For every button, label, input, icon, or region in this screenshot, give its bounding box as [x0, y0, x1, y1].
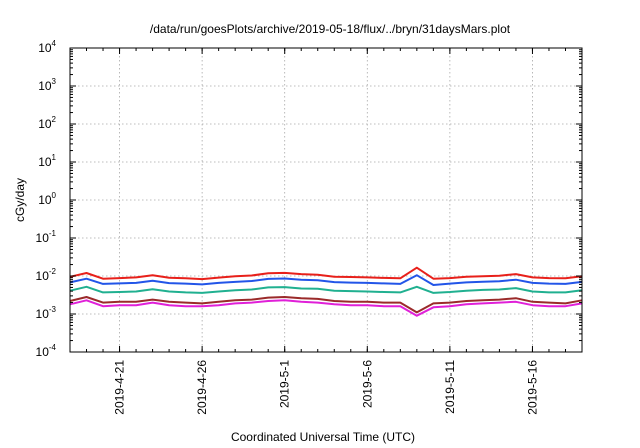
- y-tick-exponent: -4: [49, 343, 57, 352]
- y-tick-base: 10: [38, 193, 52, 207]
- axes: 10-410-310-210-11001011021031042019-4-21…: [36, 39, 582, 415]
- y-tick-label: 104: [38, 39, 56, 55]
- chart-title: /data/run/goesPlots/archive/2019-05-18/f…: [150, 22, 511, 36]
- series-line: [69, 274, 583, 286]
- y-tick-base: 10: [38, 117, 52, 131]
- y-tick-base: 10: [38, 41, 52, 55]
- y-tick-base: 10: [36, 307, 50, 321]
- y-tick-exponent: -1: [49, 229, 57, 238]
- x-tick-label: 2019-5-1: [278, 360, 292, 408]
- y-tick-base: 10: [36, 345, 50, 359]
- y-tick-label: 100: [38, 191, 56, 207]
- y-tick-label: 10-2: [36, 267, 57, 283]
- y-tick-base: 10: [38, 79, 52, 93]
- y-tick-exponent: 3: [52, 77, 57, 86]
- x-tick-label: 2019-5-11: [443, 360, 457, 414]
- x-tick-label: 2019-4-26: [195, 360, 209, 415]
- x-tick-label: 2019-5-6: [360, 360, 374, 408]
- y-tick-exponent: -3: [49, 305, 57, 314]
- y-axis-label: cGy/day: [13, 178, 27, 222]
- series-line: [69, 296, 583, 314]
- series-group: [69, 266, 583, 317]
- series-line: [69, 266, 583, 281]
- x-tick-label: 2019-4-21: [113, 360, 127, 415]
- series-line: [69, 299, 583, 317]
- x-tick-label: 2019-5-16: [525, 360, 539, 415]
- y-tick-base: 10: [36, 269, 50, 283]
- y-tick-label: 102: [38, 115, 56, 131]
- series-line: [69, 285, 583, 294]
- y-tick-exponent: 1: [52, 153, 57, 162]
- y-tick-exponent: 2: [52, 115, 57, 124]
- y-tick-label: 10-3: [36, 305, 57, 321]
- y-tick-exponent: 0: [52, 191, 57, 200]
- y-tick-base: 10: [36, 231, 50, 245]
- grid: [70, 48, 582, 352]
- y-tick-label: 10-4: [36, 343, 57, 359]
- y-tick-base: 10: [38, 155, 52, 169]
- y-tick-exponent: 4: [52, 39, 57, 48]
- y-tick-label: 103: [38, 77, 56, 93]
- y-tick-exponent: -2: [49, 267, 57, 276]
- y-tick-label: 10-1: [36, 229, 57, 245]
- x-axis-label: Coordinated Universal Time (UTC): [231, 430, 415, 444]
- y-tick-label: 101: [38, 153, 56, 169]
